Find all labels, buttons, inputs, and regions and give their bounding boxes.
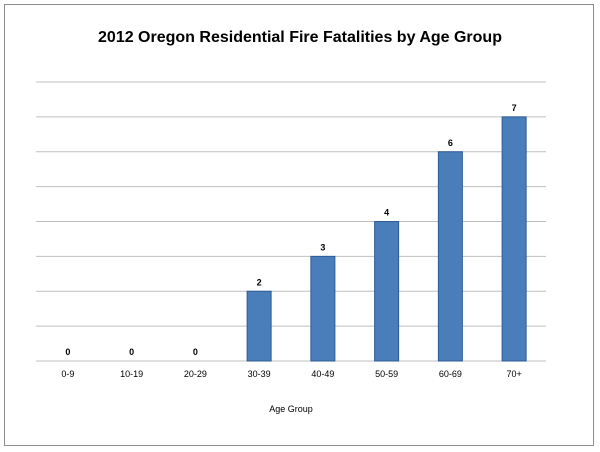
x-tick-label-20-29: 20-29: [184, 369, 207, 379]
data-label-50-59: 4: [384, 208, 389, 218]
data-label-70+: 7: [512, 103, 517, 113]
data-label-0-9: 0: [65, 347, 70, 357]
bar-60-69: [437, 151, 463, 362]
x-axis-label: Age Group: [269, 404, 313, 414]
bar-40-49: [310, 255, 336, 362]
x-tick-label-30-39: 30-39: [248, 369, 271, 379]
x-tick-label-10-19: 10-19: [120, 369, 143, 379]
bar-30-39: [246, 290, 272, 362]
x-tick-label-60-69: 60-69: [439, 369, 462, 379]
chart-frame: 2012 Oregon Residential Fire Fatalities …: [4, 4, 594, 446]
data-label-20-29: 0: [193, 347, 198, 357]
bar-50-59: [374, 221, 400, 362]
x-tick-label-0-9: 0-9: [61, 369, 74, 379]
data-label-40-49: 3: [320, 242, 325, 252]
data-label-10-19: 0: [129, 347, 134, 357]
chart-title: 2012 Oregon Residential Fire Fatalities …: [98, 29, 502, 46]
data-label-60-69: 6: [448, 138, 453, 148]
x-tick-label-50-59: 50-59: [375, 369, 398, 379]
data-label-30-39: 2: [257, 277, 262, 287]
x-tick-label-40-49: 40-49: [311, 369, 334, 379]
bar-70+: [501, 116, 527, 362]
x-tick-label-70+: 70+: [506, 369, 521, 379]
